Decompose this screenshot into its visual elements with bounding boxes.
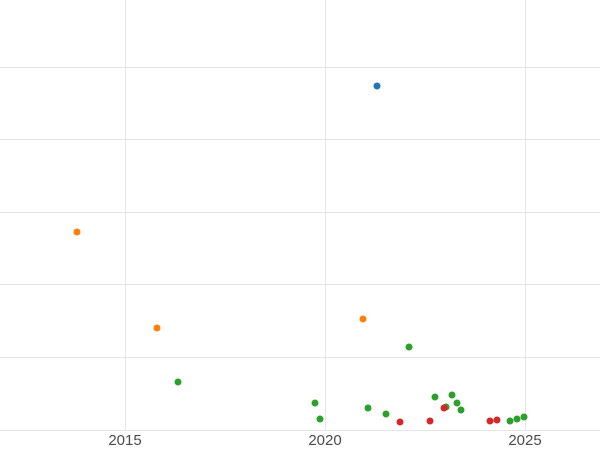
data-point-red-series — [486, 417, 494, 425]
vertical-gridline — [124, 0, 126, 430]
vertical-gridline — [524, 0, 526, 430]
data-point-green-series — [364, 404, 372, 412]
data-point-green-series — [513, 415, 521, 423]
data-point-orange-series — [359, 315, 367, 323]
x-tick-label: 2020 — [308, 432, 342, 449]
data-point-green-series — [316, 415, 324, 423]
data-point-green-series — [174, 378, 182, 386]
data-point-green-series — [457, 406, 465, 414]
data-point-green-series — [311, 399, 319, 407]
horizontal-gridline — [0, 356, 600, 358]
data-point-blue-series — [373, 82, 381, 90]
x-tick-label: 2025 — [508, 432, 542, 449]
data-point-green-series — [382, 410, 390, 418]
data-point-green-series — [520, 413, 528, 421]
horizontal-gridline — [0, 66, 600, 68]
data-point-green-series — [448, 391, 456, 399]
data-point-red-series — [440, 404, 448, 412]
data-point-green-series — [453, 399, 461, 407]
data-point-green-series — [431, 393, 439, 401]
plot-area — [0, 0, 600, 431]
data-point-red-series — [426, 417, 434, 425]
horizontal-gridline — [0, 139, 600, 141]
horizontal-gridline — [0, 211, 600, 213]
vertical-gridline — [324, 0, 326, 430]
data-point-red-series — [493, 416, 501, 424]
data-point-red-series — [396, 418, 404, 426]
data-point-green-series — [506, 417, 514, 425]
data-point-orange-series — [153, 324, 161, 332]
horizontal-gridline — [0, 284, 600, 286]
horizontal-gridline — [0, 429, 600, 431]
data-point-green-series — [405, 343, 413, 351]
data-point-orange-series — [73, 228, 81, 236]
x-tick-label: 2015 — [108, 432, 142, 449]
